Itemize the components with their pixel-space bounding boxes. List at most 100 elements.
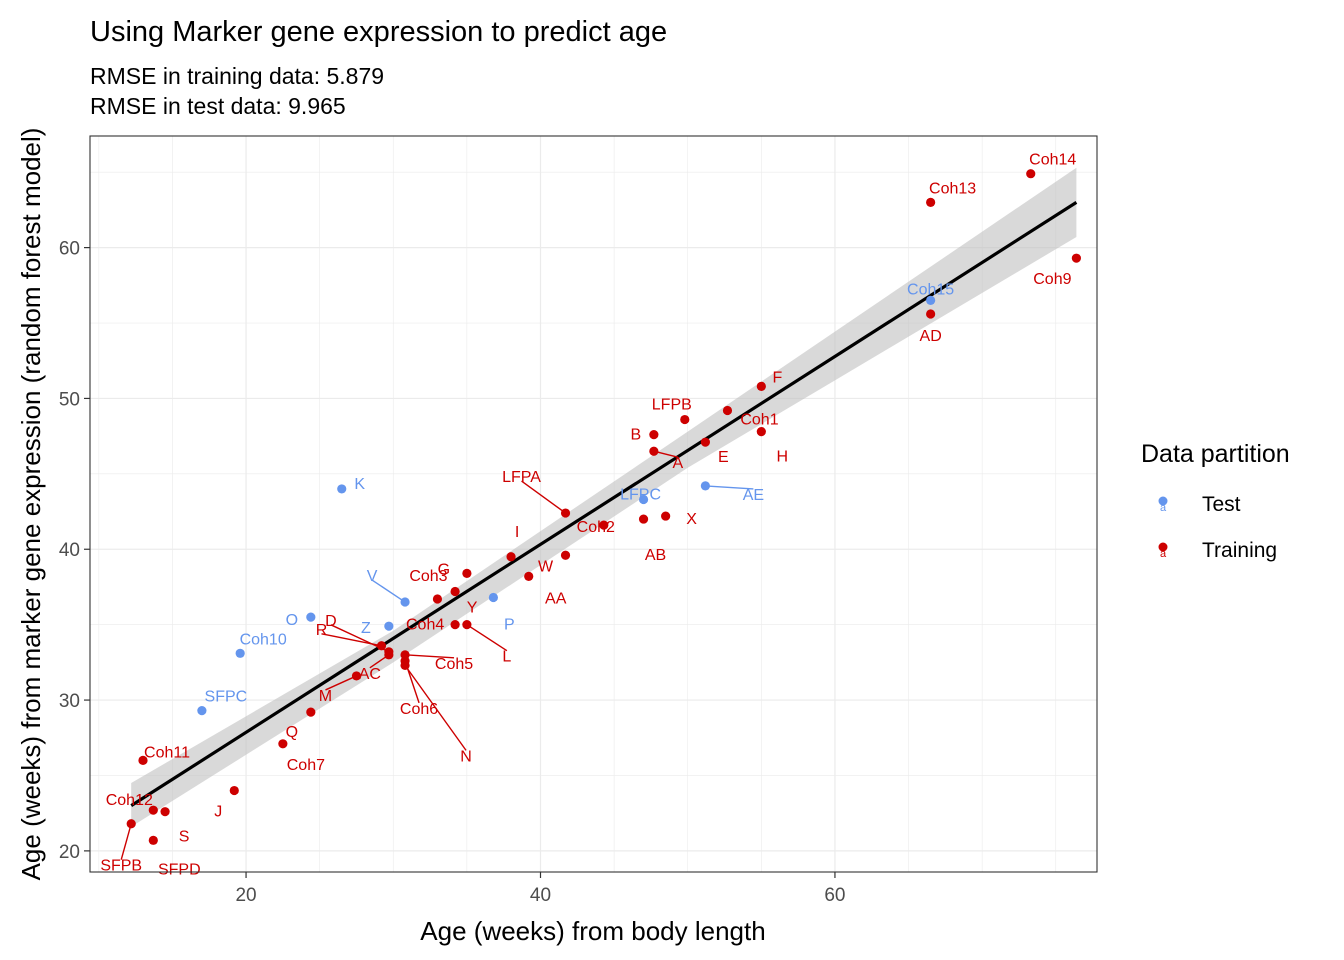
plot-frame-layer — [89, 135, 1098, 873]
data-point-training — [450, 586, 460, 597]
data-point-training — [926, 309, 936, 319]
data-point-training — [450, 620, 460, 630]
confidence-band — [131, 167, 1077, 827]
point-label-training: LFPA — [502, 469, 541, 486]
point-label-training: Coh3 — [409, 568, 447, 585]
x-axis-ticks: 20 40 60 — [235, 872, 846, 906]
point-label-test: Coh15 — [907, 281, 954, 298]
data-point-training — [524, 571, 534, 581]
data-point-training — [1071, 253, 1081, 263]
y-axis-ticks: 20 30 40 50 60 — [59, 239, 90, 863]
label-connector-test — [705, 485, 754, 490]
point-label-training: Coh13 — [929, 180, 976, 197]
y-tick-label: 30 — [59, 691, 80, 712]
data-point-training — [229, 785, 239, 796]
point-label-training: AD — [920, 328, 942, 345]
point-label-training: X — [686, 511, 697, 528]
data-point-training — [700, 437, 710, 447]
point-label-training: Coh14 — [1029, 152, 1076, 169]
point-label-training: Coh9 — [1033, 271, 1071, 288]
chart-subtitle-test: RMSE in test data: 9.965 — [90, 93, 346, 119]
point-label-training: B — [631, 427, 642, 444]
data-point-test — [488, 592, 498, 603]
point-label-training: Coh11 — [144, 744, 190, 761]
point-label-training: Coh1 — [740, 411, 778, 428]
x-tick-label: 60 — [824, 885, 845, 906]
data-point-test — [400, 597, 410, 607]
point-label-training: Coh4 — [406, 617, 444, 634]
x-tick-label: 20 — [235, 885, 256, 906]
label-connector-training — [404, 664, 467, 751]
legend-label-training: Training — [1202, 539, 1277, 562]
point-label-training: LFPB — [652, 397, 692, 414]
data-point-training — [148, 805, 158, 815]
grid-lines — [90, 136, 1097, 872]
point-label-training: L — [502, 649, 511, 666]
legend-item-training: a Training — [1158, 539, 1277, 562]
label-connector-training — [321, 633, 382, 647]
data-point-training — [560, 550, 571, 560]
data-point-training — [638, 514, 649, 524]
point-label-training: D — [325, 613, 337, 630]
legend-key-glyph-test: a — [1160, 502, 1167, 514]
legend-title: Data partition — [1141, 440, 1290, 468]
data-point-training — [756, 427, 766, 437]
label-connector-training — [120, 823, 132, 860]
data-point-test — [235, 648, 245, 658]
label-connector-test — [371, 579, 406, 603]
data-point-training — [599, 520, 609, 530]
y-tick-label: 50 — [59, 389, 80, 410]
data-point-training — [680, 414, 690, 425]
legend-key-test — [1158, 496, 1168, 506]
point-label-training: M — [319, 688, 332, 705]
data-points-layer — [126, 169, 1081, 845]
legend-item-test: a Test — [1158, 493, 1241, 516]
legend-key-training — [1158, 542, 1168, 552]
data-point-training — [722, 405, 733, 416]
legend-label-test: Test — [1202, 493, 1241, 516]
y-tick-label: 40 — [59, 540, 80, 561]
data-point-test — [926, 295, 936, 305]
point-label-training: Coh6 — [400, 701, 438, 718]
point-label-test: V — [367, 568, 378, 585]
point-label-test: Coh10 — [240, 631, 287, 648]
point-label-training: N — [460, 748, 472, 765]
point-label-test: P — [504, 617, 515, 634]
data-point-training — [560, 508, 571, 518]
point-label-training: Coh12 — [106, 792, 153, 809]
chart-subtitle-training: RMSE in training data: 5.879 — [90, 63, 384, 89]
data-point-training — [462, 620, 472, 630]
point-label-training: AC — [359, 666, 381, 683]
regression-fit-line — [130, 201, 1078, 807]
data-point-test — [337, 484, 347, 494]
data-point-training — [160, 807, 170, 817]
confidence-band-layer — [131, 167, 1077, 827]
label-connector-training — [466, 624, 508, 652]
point-label-training: F — [772, 369, 782, 386]
data-point-training — [506, 552, 516, 562]
point-label-training: AB — [645, 547, 666, 564]
x-axis-label: Age (weeks) from body length — [420, 916, 765, 946]
chart-title: Using Marker gene expression to predict … — [90, 16, 667, 48]
point-label-training: SFPB — [100, 858, 142, 875]
point-label-training: Y — [467, 599, 478, 616]
point-label-test: K — [354, 476, 365, 493]
y-tick-label: 20 — [59, 842, 80, 863]
point-label-test: Z — [361, 620, 371, 637]
fit-line-layer — [130, 201, 1078, 807]
data-point-training — [649, 430, 659, 440]
point-label-training: R — [316, 622, 328, 639]
data-point-test — [638, 494, 649, 505]
point-label-training: I — [515, 524, 519, 541]
data-point-test — [306, 612, 316, 622]
point-label-training: SFPD — [158, 861, 201, 878]
label-connector-layer — [120, 450, 754, 860]
point-label-training: E — [718, 449, 729, 466]
label-connector-training — [325, 675, 357, 691]
point-label-test: O — [286, 612, 298, 629]
data-point-training — [384, 650, 394, 660]
point-label-training: AA — [545, 590, 567, 607]
point-label-test: SFPC — [205, 689, 248, 706]
